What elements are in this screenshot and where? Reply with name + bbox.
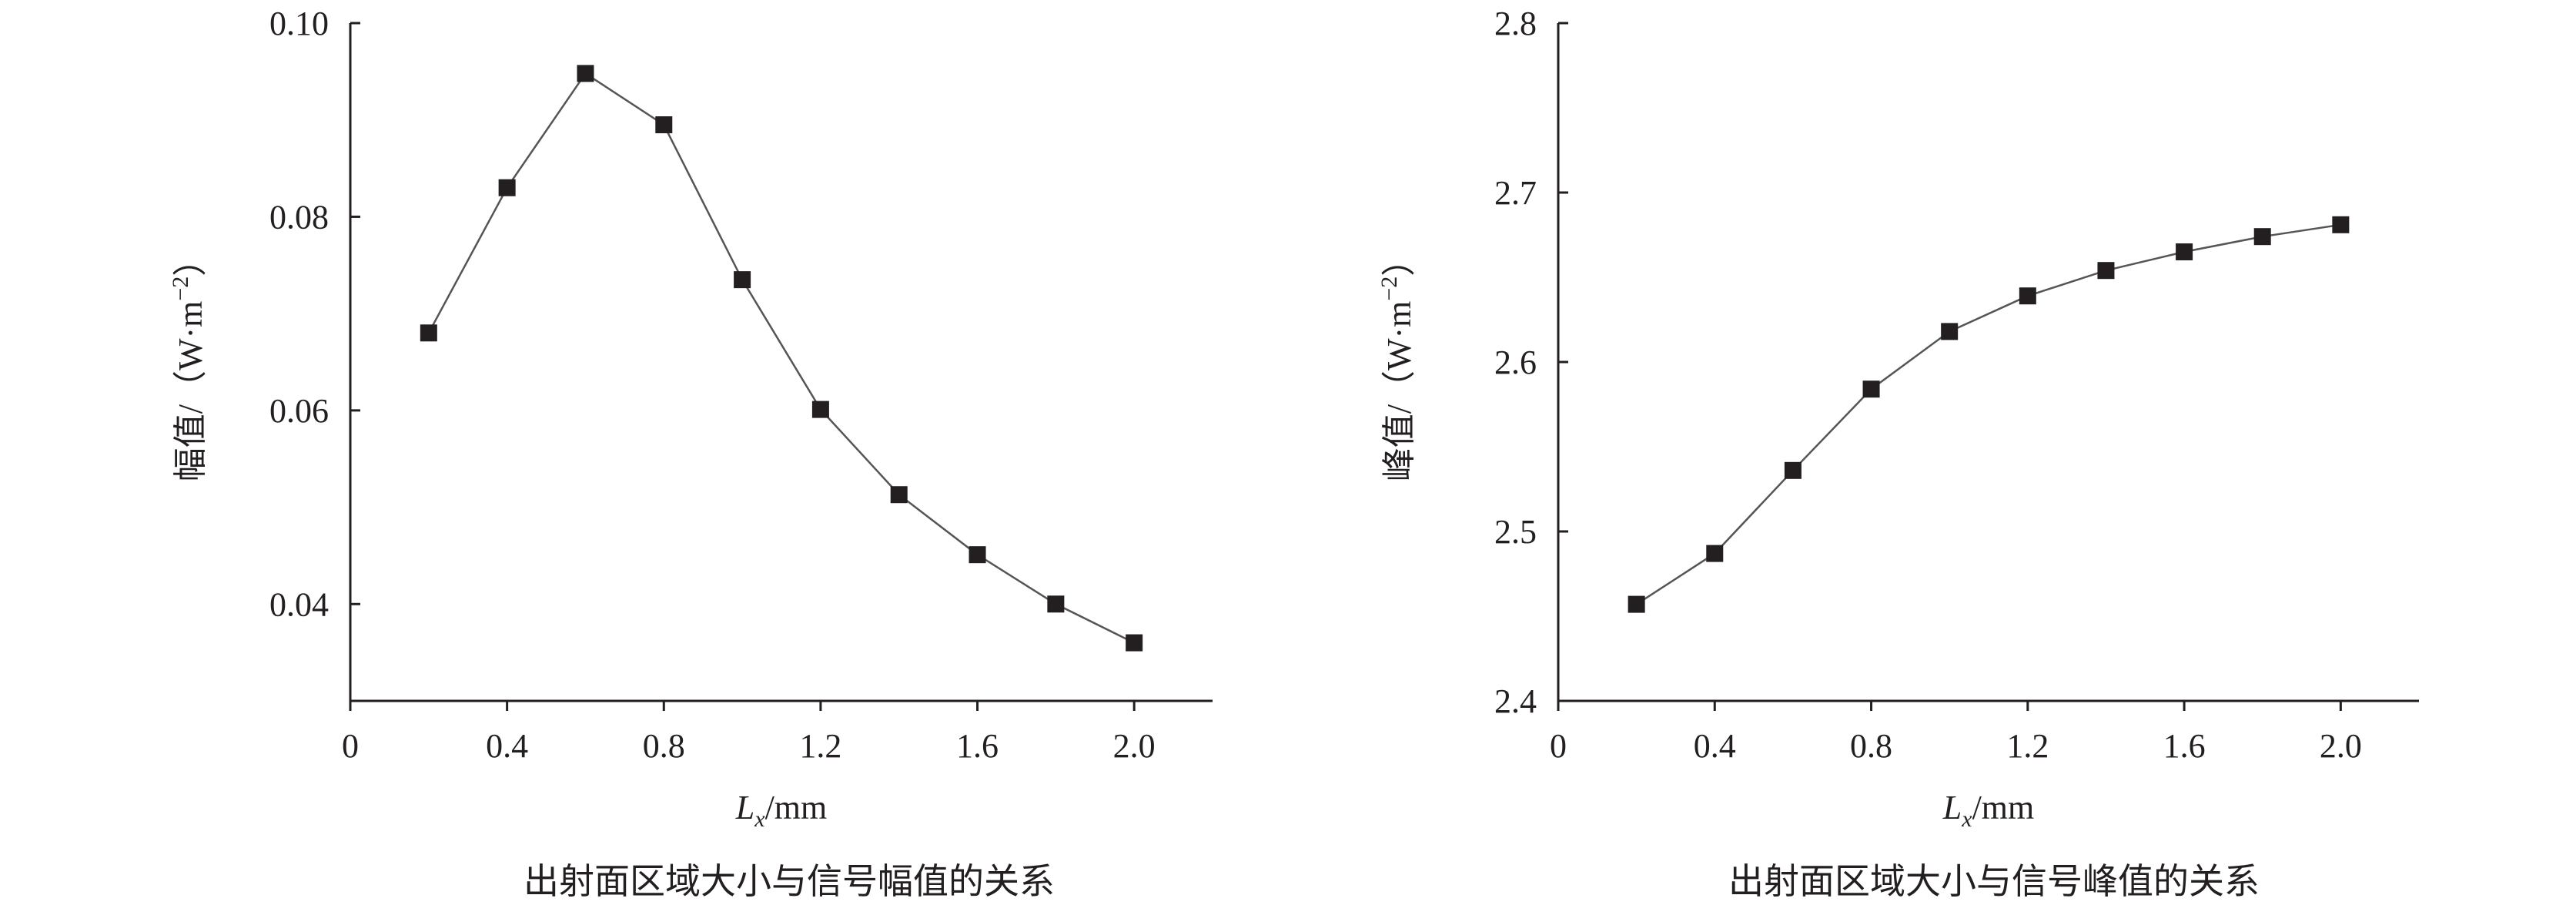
y-tick-label: 2.5 <box>1494 513 1537 551</box>
x-tick-label: 1.2 <box>799 727 841 765</box>
data-point-marker <box>1047 595 1065 613</box>
x-axis-label: Lx/mm <box>1942 789 2035 832</box>
series-line <box>1635 223 2341 605</box>
y-tick-label: 2.8 <box>1494 5 1537 42</box>
data-point-marker <box>577 65 594 82</box>
y-tick-label: 0.06 <box>269 392 329 430</box>
series-line <box>427 72 1135 644</box>
data-point-marker <box>420 324 437 342</box>
data-point-marker <box>890 486 908 504</box>
data-point-marker <box>1784 461 1802 479</box>
y-tick-label: 0.04 <box>269 585 329 623</box>
x-tick-label: 1.2 <box>2006 727 2049 765</box>
x-tick-label: 1.6 <box>2163 727 2206 765</box>
y-tick-label: 2.4 <box>1494 682 1537 720</box>
x-tick-label: 0 <box>1550 727 1567 765</box>
x-axis-label: Lx/mm <box>735 789 828 832</box>
y-tick-label: 2.7 <box>1494 174 1537 212</box>
amplitude-chart-panel: 0 0.4 0.8 1.2 1.6 2.0 0.04 0.06 0.08 0.10 Lx/mm 幅值/… <box>168 5 1213 902</box>
y-tick-label: 0.08 <box>269 198 329 236</box>
x-tick-label: 2.0 <box>2320 727 2362 765</box>
data-point-marker <box>2176 243 2193 260</box>
data-point-marker <box>1706 545 1724 562</box>
peak-chart-panel: 0 0.4 0.8 1.2 1.6 2.0 2.4 2.5 2.6 2.7 2.8 Lx/mm 峰值/（… <box>1377 5 2419 902</box>
data-point-marker <box>811 401 829 418</box>
y-tick-label: 2.6 <box>1494 344 1537 381</box>
y-tick-label: 0.10 <box>269 5 329 42</box>
x-tick-label: 0.4 <box>1694 727 1736 765</box>
x-tick-label: 1.6 <box>956 727 999 765</box>
data-point-marker <box>498 179 516 196</box>
x-tick-label: 0.4 <box>486 727 528 765</box>
x-tick-label: 2.0 <box>1113 727 1156 765</box>
data-point-marker <box>1628 595 1645 613</box>
data-point-marker <box>1862 380 1880 398</box>
data-point-marker <box>969 546 986 564</box>
y-axis-label: 峰值/（W·m−2） <box>1377 243 1418 482</box>
data-point-marker <box>2332 216 2350 233</box>
x-tick-label: 0 <box>342 727 359 765</box>
y-axis-label: 幅值/（W·m−2） <box>168 243 209 482</box>
x-tick-label: 0.8 <box>643 727 685 765</box>
data-point-marker <box>2253 228 2271 246</box>
chart-caption: 出射面区域大小与信号幅值的关系 <box>524 860 1055 902</box>
data-point-marker <box>734 271 751 289</box>
data-point-marker <box>1126 634 1143 652</box>
x-tick-label: 0.8 <box>1850 727 1892 765</box>
data-point-marker <box>655 116 673 133</box>
chart-caption: 出射面区域大小与信号峰值的关系 <box>1728 860 2260 902</box>
data-point-marker <box>2097 262 2115 280</box>
data-point-marker <box>1941 323 1959 340</box>
data-point-marker <box>2019 287 2036 305</box>
